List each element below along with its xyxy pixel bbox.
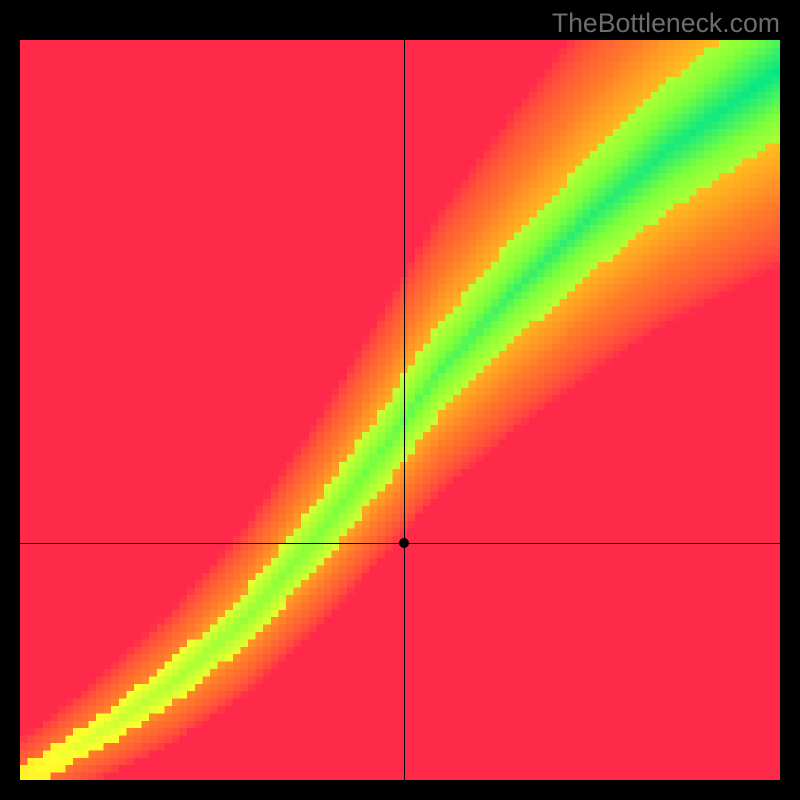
watermark-text: TheBottleneck.com — [552, 8, 780, 39]
heatmap-chart — [20, 40, 780, 780]
heatmap-canvas — [20, 40, 780, 780]
crosshair-vertical — [404, 40, 405, 780]
marker-dot — [399, 538, 409, 548]
